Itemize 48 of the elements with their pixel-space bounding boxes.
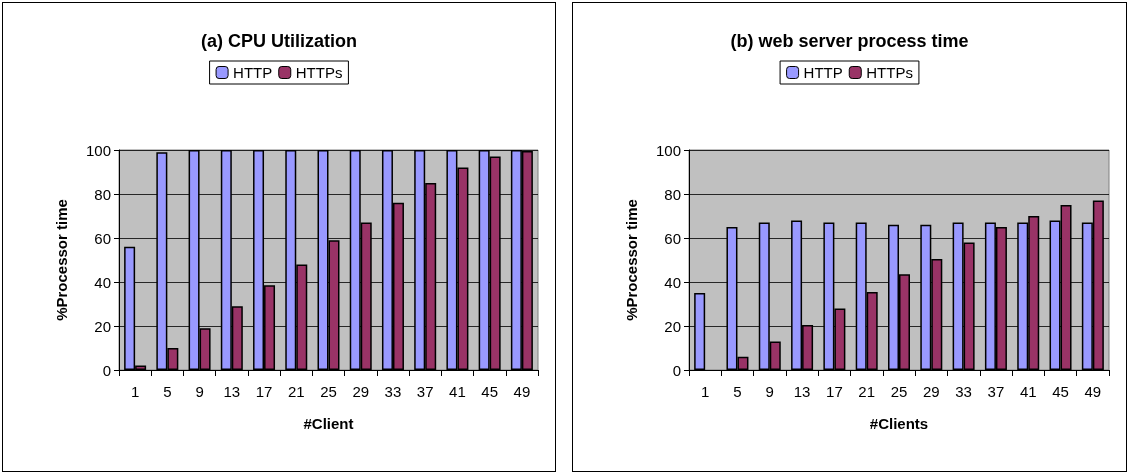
x-tick-label: 41	[449, 383, 466, 400]
legend-label: HTTPs	[295, 64, 343, 81]
x-tick-label: 13	[223, 383, 241, 400]
y-tick-label: 20	[94, 317, 111, 335]
x-tick-label: 29	[352, 383, 370, 400]
y-tick-label: 40	[94, 273, 111, 291]
y-tick-label: 80	[94, 185, 111, 203]
x-tick-label: 37	[987, 383, 1005, 400]
x-tick-label: 1	[700, 383, 710, 400]
y-tick-label: 80	[664, 185, 681, 203]
y-tick-label: 60	[664, 229, 681, 247]
x-tick-label: 29	[922, 383, 940, 400]
x-tick-label: 45	[1052, 383, 1069, 400]
chart-title: (a) CPU Utilization	[201, 31, 357, 51]
legend-label: HTTP	[803, 64, 843, 81]
x-tick-label: 21	[858, 383, 876, 400]
x-tick-label: 37	[416, 383, 434, 400]
chart-title: (b) web server process time	[730, 31, 969, 51]
x-tick-label: 13	[793, 383, 811, 400]
x-tick-label: 49	[1084, 383, 1102, 400]
x-tick-label: 25	[320, 383, 337, 400]
x-tick-label: 9	[195, 383, 204, 400]
y-axis-title: %Processor time	[623, 199, 640, 321]
x-tick-label: 49	[513, 383, 531, 400]
legend-label: HTTPs	[866, 64, 913, 81]
y-tick-label: 0	[102, 361, 111, 379]
y-tick-label: 60	[94, 229, 111, 247]
y-tick-label: 0	[672, 361, 681, 379]
x-axis-title: #Client	[303, 415, 354, 432]
x-tick-label: 25	[890, 383, 908, 400]
y-tick-label: 40	[664, 273, 681, 291]
x-tick-label: 33	[384, 383, 402, 400]
x-tick-label: 45	[481, 383, 498, 400]
x-tick-label: 1	[130, 383, 140, 400]
y-tick-label: 20	[664, 317, 681, 335]
y-tick-label: 100	[85, 141, 111, 159]
y-tick-label: 100	[655, 141, 681, 159]
x-axis-title: #Clients	[869, 415, 929, 432]
x-tick-label: 5	[163, 383, 172, 400]
x-tick-label: 17	[826, 383, 843, 400]
y-axis-title: %Processor time	[53, 199, 70, 321]
x-tick-label: 41	[1019, 383, 1037, 400]
x-tick-label: 9	[765, 383, 774, 400]
x-tick-label: 33	[955, 383, 972, 400]
x-tick-label: 17	[255, 383, 273, 400]
legend-label: HTTP	[233, 64, 273, 81]
x-tick-label: 21	[287, 383, 305, 400]
x-tick-label: 5	[733, 383, 742, 400]
